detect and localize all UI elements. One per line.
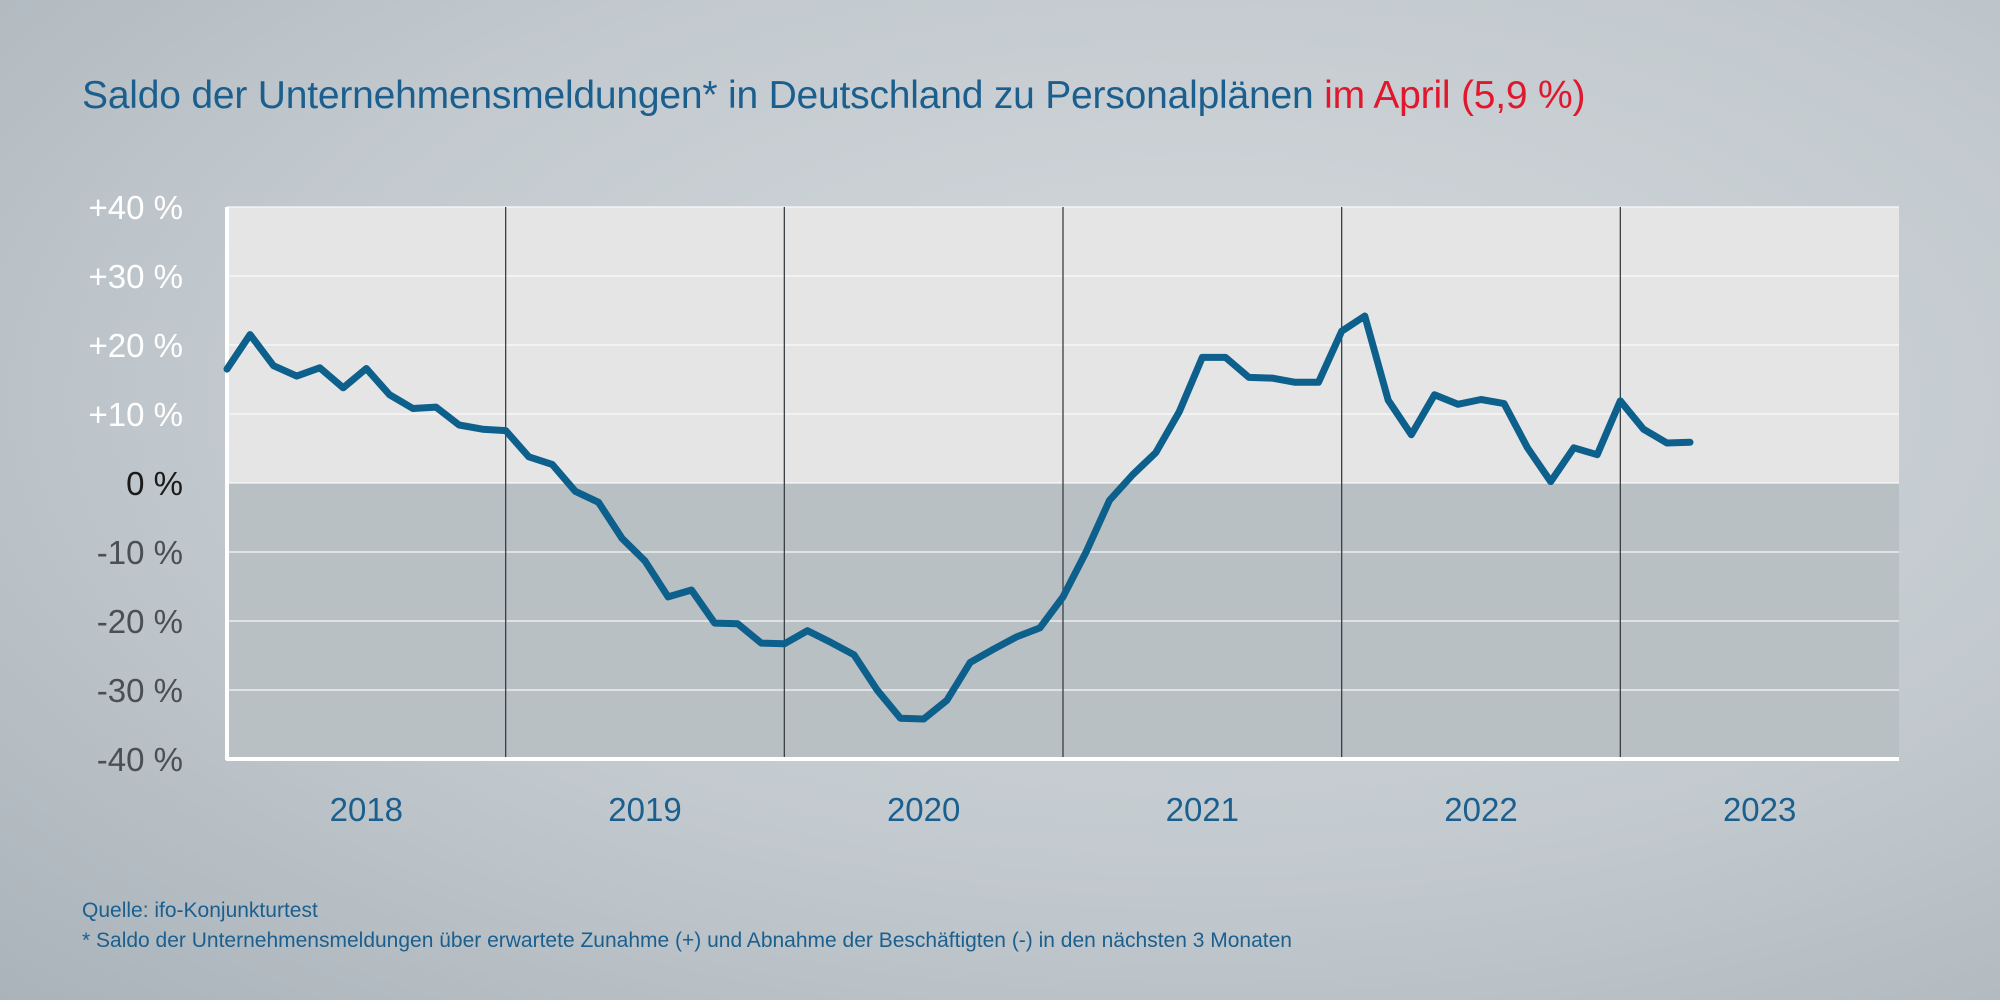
data-point bbox=[366, 368, 367, 369]
data-point bbox=[1179, 411, 1180, 412]
data-point bbox=[1341, 331, 1342, 332]
data-point bbox=[1063, 596, 1064, 597]
data-point bbox=[946, 700, 947, 701]
data-point bbox=[250, 334, 251, 335]
data-point bbox=[1690, 442, 1691, 443]
data-point bbox=[528, 456, 529, 457]
data-point bbox=[923, 718, 924, 719]
data-point bbox=[552, 464, 553, 465]
x-year-label: 2018 bbox=[330, 791, 403, 828]
data-point bbox=[1597, 454, 1598, 455]
data-point bbox=[598, 502, 599, 503]
data-point bbox=[319, 367, 320, 368]
y-tick-label: 0 % bbox=[126, 465, 183, 502]
data-point bbox=[970, 662, 971, 663]
data-point bbox=[1457, 404, 1458, 405]
data-point bbox=[227, 369, 228, 370]
data-point bbox=[343, 387, 344, 388]
data-point bbox=[784, 643, 785, 644]
data-point bbox=[1086, 552, 1087, 553]
y-tick-label: +40 % bbox=[89, 189, 184, 226]
data-point bbox=[1481, 399, 1482, 400]
data-point bbox=[691, 589, 692, 590]
y-tick-label: +20 % bbox=[89, 327, 184, 364]
x-year-label: 2022 bbox=[1444, 791, 1517, 828]
data-point bbox=[389, 394, 390, 395]
data-point bbox=[296, 376, 297, 377]
data-point bbox=[993, 649, 994, 650]
data-point bbox=[645, 560, 646, 561]
data-point bbox=[830, 642, 831, 643]
chart-title-main: Saldo der Unternehmensmeldungen* in Deut… bbox=[82, 74, 1314, 117]
data-point bbox=[1643, 429, 1644, 430]
y-tick-label: -10 % bbox=[97, 534, 183, 571]
data-point bbox=[1132, 474, 1133, 475]
data-point bbox=[1504, 403, 1505, 404]
data-point bbox=[877, 690, 878, 691]
data-point bbox=[854, 654, 855, 655]
data-point bbox=[1434, 394, 1435, 395]
data-point bbox=[1295, 382, 1296, 383]
x-year-label: 2019 bbox=[608, 791, 681, 828]
source-line: Quelle: ifo-Konjunkturtest bbox=[82, 899, 318, 922]
data-point bbox=[1527, 447, 1528, 448]
data-point bbox=[1666, 442, 1667, 443]
y-tick-label: +10 % bbox=[89, 396, 184, 433]
x-year-label: 2020 bbox=[887, 791, 960, 828]
data-point bbox=[1272, 378, 1273, 379]
data-point bbox=[412, 408, 413, 409]
data-point bbox=[482, 429, 483, 430]
chart-title: Saldo der Unternehmensmeldungen* in Deut… bbox=[82, 74, 1586, 118]
data-point bbox=[1573, 447, 1574, 448]
data-point bbox=[737, 623, 738, 624]
data-point bbox=[621, 538, 622, 539]
data-point bbox=[1248, 377, 1249, 378]
data-point bbox=[505, 430, 506, 431]
data-point bbox=[1039, 627, 1040, 628]
data-point bbox=[1202, 357, 1203, 358]
y-tick-label: -30 % bbox=[97, 672, 183, 709]
chart-title-highlight: im April (5,9 %) bbox=[1324, 74, 1586, 117]
data-point bbox=[807, 630, 808, 631]
data-point bbox=[575, 491, 576, 492]
data-point bbox=[1155, 452, 1156, 453]
source-note: Quelle: ifo-Konjunkturtest * Saldo der U… bbox=[82, 896, 1292, 956]
data-point bbox=[1364, 316, 1365, 317]
y-tick-label: -20 % bbox=[97, 603, 183, 640]
data-point bbox=[436, 407, 437, 408]
footnote-line: * Saldo der Unternehmensmeldungen über e… bbox=[82, 929, 1292, 952]
data-point bbox=[1388, 400, 1389, 401]
data-point bbox=[1109, 500, 1110, 501]
x-year-label: 2023 bbox=[1723, 791, 1796, 828]
data-point bbox=[900, 718, 901, 719]
data-point bbox=[1225, 357, 1226, 358]
series-line bbox=[223, 312, 1694, 723]
data-point bbox=[273, 365, 274, 366]
data-point bbox=[1016, 636, 1017, 637]
data-point bbox=[1620, 400, 1621, 401]
data-point bbox=[459, 425, 460, 426]
x-year-label: 2021 bbox=[1166, 791, 1239, 828]
data-point bbox=[1318, 382, 1319, 383]
data-point bbox=[1550, 481, 1551, 482]
data-point bbox=[761, 643, 762, 644]
data-point bbox=[668, 596, 669, 597]
data-point bbox=[714, 623, 715, 624]
data-point bbox=[1411, 434, 1412, 435]
y-tick-label: +30 % bbox=[89, 258, 184, 295]
y-tick-label: -40 % bbox=[97, 741, 183, 778]
